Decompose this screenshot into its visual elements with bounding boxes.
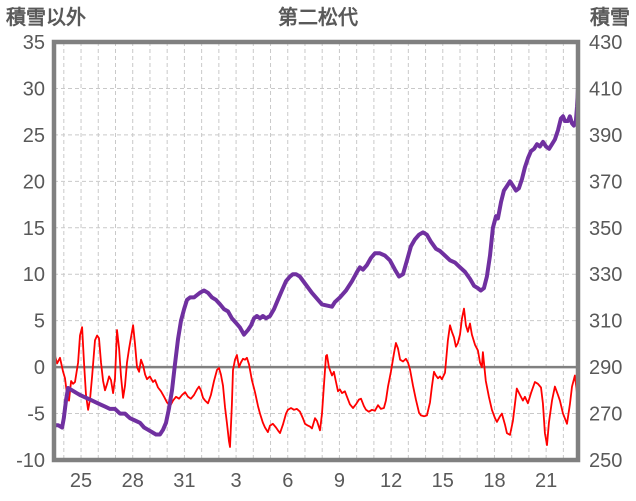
- y-right-tick-label: 370: [589, 171, 622, 193]
- chart-title: 第二松代: [278, 7, 358, 29]
- y-left-tick-label: 10: [23, 264, 45, 286]
- right-axis-title: 積雪: [590, 7, 630, 29]
- y-right-tick-label: 430: [589, 32, 622, 54]
- plot-frame: [51, 39, 581, 463]
- y-right-tick-label: 250: [589, 450, 622, 472]
- y-right-tick-label: 390: [589, 125, 622, 147]
- x-tick-label: 3: [231, 470, 242, 492]
- y-right-tick-label: 310: [589, 311, 622, 333]
- y-right-tick-label: 410: [589, 78, 622, 100]
- x-tick-label: 25: [70, 470, 92, 492]
- x-tick-label: 21: [535, 470, 557, 492]
- x-tick-label: 6: [282, 470, 293, 492]
- y-right-tick-label: 290: [589, 357, 622, 379]
- y-left-tick-label: 20: [23, 171, 45, 193]
- y-right-tick-label: 350: [589, 218, 622, 240]
- y-right-tick-label: 330: [589, 264, 622, 286]
- y-left-tick-label: 0: [34, 357, 45, 379]
- x-tick-label: 9: [334, 470, 345, 492]
- y-left-tick-label: 5: [34, 311, 45, 333]
- x-tick-label: 28: [122, 470, 144, 492]
- x-tick-label: 12: [380, 470, 402, 492]
- x-tick-label: 18: [483, 470, 505, 492]
- y-left-tick-label: 25: [23, 125, 45, 147]
- x-tick-label: 31: [173, 470, 195, 492]
- y-left-tick-label: 30: [23, 78, 45, 100]
- y-left-tick-label: -10: [16, 450, 45, 472]
- y-left-tick-label: 15: [23, 218, 45, 240]
- x-tick-label: 15: [432, 470, 454, 492]
- series-line-snow: [54, 86, 578, 437]
- left-axis-title: 積雪以外: [6, 7, 86, 29]
- y-left-tick-label: 35: [23, 32, 45, 54]
- y-right-tick-label: 270: [589, 404, 622, 426]
- series-line-non-snow: [54, 307, 578, 448]
- y-left-tick-label: -5: [27, 404, 45, 426]
